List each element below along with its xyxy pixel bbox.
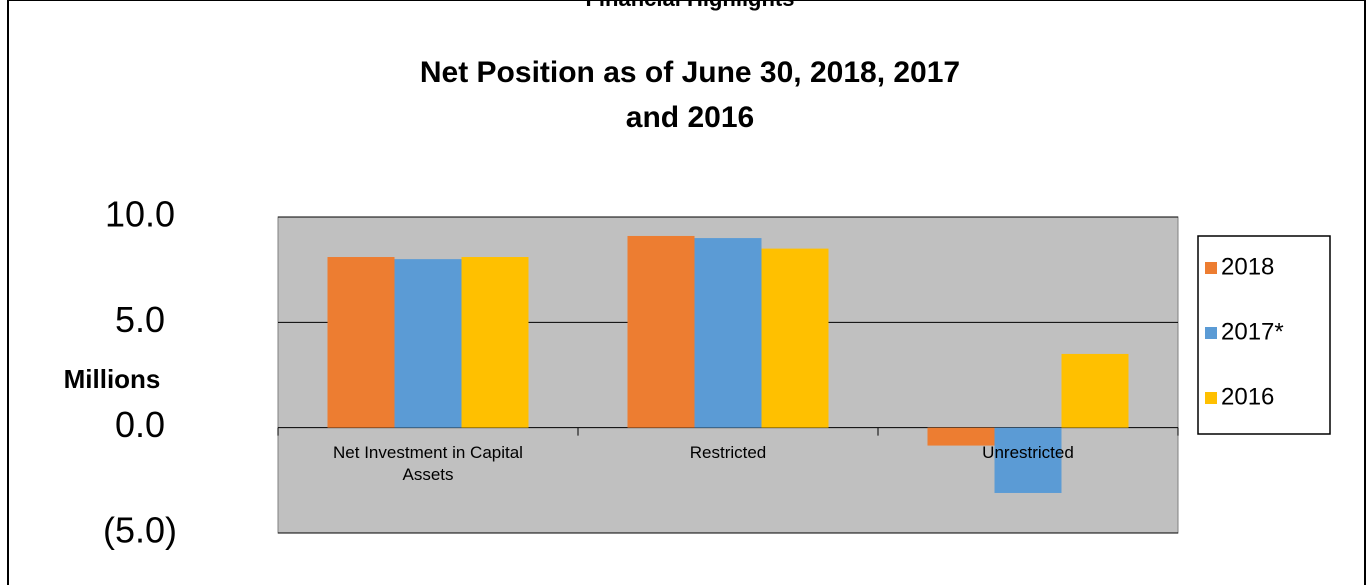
bar bbox=[927, 427, 995, 446]
legend-label: 2017* bbox=[1221, 318, 1284, 345]
y-tick-label: (5.0) bbox=[103, 510, 177, 551]
bar bbox=[461, 257, 529, 428]
y-tick-label: 5.0 bbox=[115, 299, 165, 340]
chart-title: Net Position as of June 30, 2018, 2017 a… bbox=[419, 56, 961, 134]
legend-swatch bbox=[1205, 327, 1217, 339]
legend-swatch bbox=[1205, 262, 1217, 274]
bar bbox=[994, 427, 1062, 493]
bar bbox=[394, 259, 462, 428]
bar bbox=[327, 257, 395, 428]
bar bbox=[1061, 353, 1129, 428]
x-tick-box: Restricted bbox=[689, 442, 767, 462]
legend-label: 2018 bbox=[1221, 253, 1274, 280]
y-tick-label: 10.0 bbox=[105, 194, 175, 235]
x-tick-label: Unrestricted bbox=[982, 442, 1074, 462]
y-tick-label: 0.0 bbox=[115, 404, 165, 445]
bar bbox=[761, 248, 829, 428]
y-axis-label: Millions bbox=[64, 364, 161, 394]
bar bbox=[694, 238, 762, 428]
legend-swatch bbox=[1205, 392, 1217, 404]
x-tick-box: Net Investment in Capital Assets bbox=[333, 442, 523, 484]
title-box: Net Position as of June 30, 2018, 2017 a… bbox=[419, 56, 961, 134]
x-tick-label: Restricted bbox=[689, 442, 767, 462]
x-tick-box: Unrestricted bbox=[982, 442, 1074, 462]
x-tick-label: Net Investment in Capital Assets bbox=[333, 442, 523, 484]
legend-box bbox=[1197, 235, 1331, 435]
page-header: Financial Highlights bbox=[585, 0, 794, 11]
bar bbox=[627, 235, 695, 428]
legend-label: 2016 bbox=[1221, 383, 1274, 410]
